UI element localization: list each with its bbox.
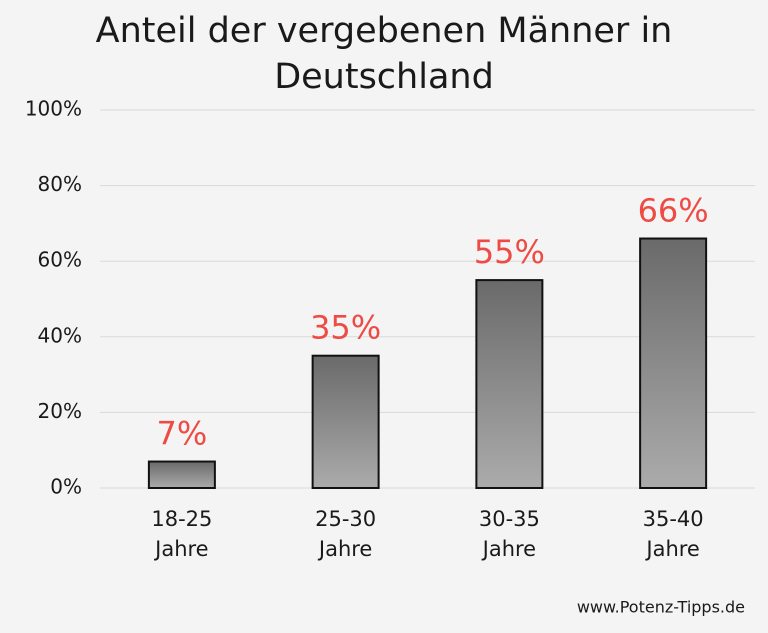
y-tick-label: 20% <box>38 399 82 423</box>
y-tick-label: 100% <box>25 97 82 121</box>
y-tick-label: 60% <box>38 248 82 272</box>
y-tick-label: 40% <box>38 323 82 347</box>
chart-title: Anteil der vergebenen Männer in Deutschl… <box>95 11 673 97</box>
source: www.Potenz-Tipps.de <box>577 598 745 617</box>
x-tick-label: 18-25 Jahre <box>151 507 212 561</box>
x-tick-label: 25-30 Jahre <box>315 507 376 561</box>
bar <box>639 237 708 489</box>
value-label: 55% <box>474 233 545 271</box>
value-label: 66% <box>638 192 709 230</box>
y-tick-label: 0% <box>50 475 82 499</box>
bar <box>147 460 216 490</box>
bar <box>311 354 380 490</box>
bar <box>475 279 544 489</box>
value-label: 7% <box>156 415 207 453</box>
x-tick-label: 30-35 Jahre <box>479 507 540 561</box>
value-label: 35% <box>310 309 381 347</box>
x-tick-label: 35-40 Jahre <box>643 507 704 561</box>
y-tick-label: 80% <box>38 172 82 196</box>
